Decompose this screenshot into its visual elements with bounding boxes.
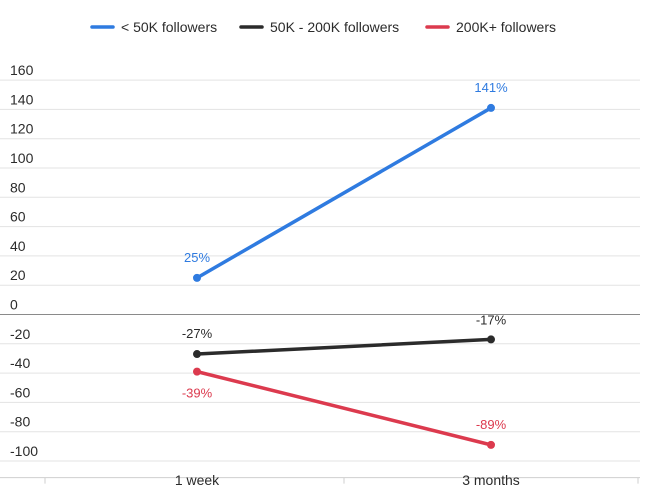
y-tick-label: 140 (10, 91, 34, 107)
legend-label: 50K - 200K followers (270, 19, 399, 35)
data-point (193, 367, 201, 376)
data-point (487, 440, 495, 449)
series-lines (193, 103, 495, 449)
legend-label: < 50K followers (121, 19, 217, 35)
y-tick-label: 60 (10, 209, 26, 225)
data-point (487, 335, 495, 344)
y-axis-ticks: 160 140 120 100 80 60 40 20 0 -20 -40 -60 -80 -100 (10, 62, 38, 459)
y-tick-label: 40 (10, 238, 26, 254)
legend-item: < 50K followers (90, 19, 217, 35)
y-tick-label: 120 (10, 121, 34, 137)
legend-item: 50K - 200K followers (239, 19, 399, 35)
series-line (195, 337, 493, 356)
x-category-label: 3 months (462, 472, 520, 488)
legend-item: 200K+ followers (425, 19, 556, 35)
legend-label: 200K+ followers (456, 19, 556, 35)
data-labels: 25% 141% -27% -17% -39% -89% (182, 80, 508, 432)
series-line (195, 106, 493, 280)
y-tick-label: 100 (10, 150, 34, 166)
y-tick-label: -60 (10, 384, 30, 400)
y-tick-label: 160 (10, 62, 34, 78)
data-point (193, 350, 201, 359)
data-label: -39% (182, 386, 213, 401)
y-tick-label: 20 (10, 267, 26, 283)
y-tick-label: 80 (10, 179, 26, 195)
data-label: -89% (476, 417, 507, 432)
y-tick-label: -80 (10, 414, 30, 430)
y-tick-label: -100 (10, 443, 38, 459)
y-tick-label: -20 (10, 326, 30, 342)
data-label: -17% (476, 312, 507, 327)
data-label: 141% (474, 80, 508, 95)
series-line (195, 369, 493, 447)
y-tick-label: -40 (10, 355, 30, 371)
data-point (193, 273, 201, 282)
legend: < 50K followers 50K - 200K followers 200K+… (90, 19, 556, 35)
x-axis-categories: 1 week 3 months (0, 472, 640, 488)
data-label: 25% (184, 250, 210, 265)
y-tick-label: 0 (10, 297, 18, 313)
grid-lines (0, 79, 640, 462)
x-category-label: 1 week (175, 472, 220, 488)
data-label: -27% (182, 326, 213, 341)
data-point (487, 103, 495, 112)
